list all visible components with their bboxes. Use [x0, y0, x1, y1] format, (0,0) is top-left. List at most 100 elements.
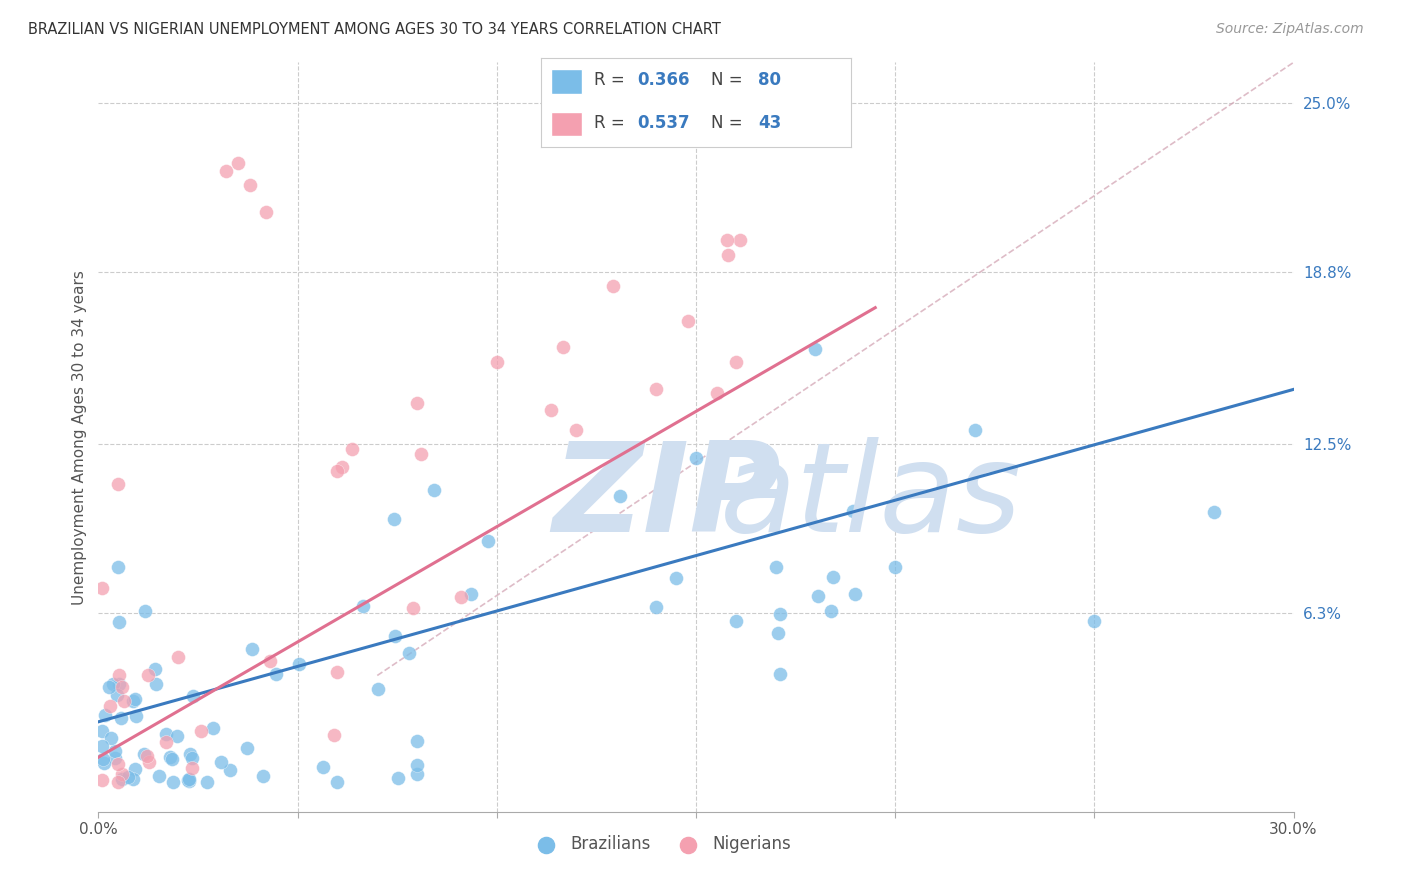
Point [124, 763, 146, 777]
Point [155, 727, 177, 741]
Point [326, 774, 349, 789]
Point [112, 694, 135, 708]
Point [124, 708, 146, 723]
Point [107, 615, 129, 630]
Point [398, 646, 420, 660]
Point [180, 761, 202, 775]
Point [110, 711, 132, 725]
Point [108, 668, 131, 682]
Point [406, 758, 429, 772]
Point [716, 233, 738, 247]
Point [143, 662, 166, 676]
Text: BRAZILIAN VS NIGERIAN UNEMPLOYMENT AMONG AGES 30 TO 34 YEARS CORRELATION CHART: BRAZILIAN VS NIGERIAN UNEMPLOYMENT AMONG… [28, 22, 721, 37]
Point [1083, 614, 1105, 628]
Point [259, 654, 281, 668]
Point [236, 741, 259, 756]
Point [179, 774, 201, 789]
Point [98, 699, 121, 714]
Point [179, 747, 201, 762]
Point [706, 385, 728, 400]
Point [91, 739, 114, 754]
Text: 0.537: 0.537 [637, 114, 690, 132]
Point [406, 734, 429, 748]
Point [645, 600, 668, 615]
Point [326, 464, 349, 478]
Legend: Brazilians, Nigerians: Brazilians, Nigerians [522, 829, 799, 860]
Point [254, 205, 277, 219]
Point [963, 423, 986, 437]
Point [177, 772, 200, 787]
Point [766, 626, 789, 640]
Bar [551, 112, 582, 136]
Point [769, 607, 792, 621]
Point [166, 729, 188, 743]
Point [104, 744, 127, 758]
Point [93, 756, 115, 770]
Text: 80: 80 [758, 71, 780, 89]
Point [844, 587, 866, 601]
Point [107, 756, 129, 771]
Point [1202, 505, 1225, 519]
Point [820, 604, 842, 618]
Point [312, 760, 335, 774]
Point [209, 755, 232, 769]
Point [540, 403, 562, 417]
Point [167, 649, 190, 664]
Point [160, 752, 183, 766]
Point [135, 749, 157, 764]
Point [322, 727, 344, 741]
Point [266, 667, 288, 681]
Point [609, 489, 631, 503]
Point [402, 601, 425, 615]
Text: 43: 43 [758, 114, 782, 132]
Point [179, 772, 201, 786]
Point [685, 450, 707, 465]
Text: R =: R = [593, 114, 630, 132]
Point [218, 763, 240, 777]
Point [107, 476, 129, 491]
Point [226, 156, 249, 170]
Point [111, 767, 134, 781]
Point [565, 423, 588, 437]
Point [240, 642, 263, 657]
Point [340, 442, 363, 457]
Point [91, 752, 114, 766]
Point [330, 459, 353, 474]
Point [148, 769, 170, 783]
Point [409, 447, 432, 461]
Point [117, 770, 139, 784]
Point [121, 772, 143, 787]
Point [406, 396, 429, 410]
Point [717, 248, 740, 262]
Y-axis label: Unemployment Among Ages 30 to 34 years: Unemployment Among Ages 30 to 34 years [72, 269, 87, 605]
Point [807, 589, 830, 603]
Point [190, 724, 212, 739]
Bar [551, 69, 582, 94]
Point [765, 559, 787, 574]
Point [202, 722, 225, 736]
Point [823, 569, 845, 583]
Point [406, 767, 429, 781]
Point [665, 571, 688, 585]
Text: N =: N = [711, 114, 748, 132]
Text: Source: ZipAtlas.com: Source: ZipAtlas.com [1216, 22, 1364, 37]
Point [769, 667, 792, 681]
Point [252, 769, 274, 783]
Point [124, 692, 146, 706]
Point [111, 680, 134, 694]
Point [384, 629, 406, 643]
Point [94, 708, 117, 723]
Point [423, 483, 446, 497]
Point [138, 755, 160, 769]
Point [91, 772, 114, 787]
Point [111, 772, 134, 787]
Point [159, 750, 181, 764]
Point [121, 694, 143, 708]
Point [103, 677, 125, 691]
Point [460, 587, 482, 601]
Point [804, 342, 827, 356]
Point [326, 665, 349, 679]
Point [155, 735, 177, 749]
Point [107, 559, 129, 574]
Point [724, 355, 747, 369]
